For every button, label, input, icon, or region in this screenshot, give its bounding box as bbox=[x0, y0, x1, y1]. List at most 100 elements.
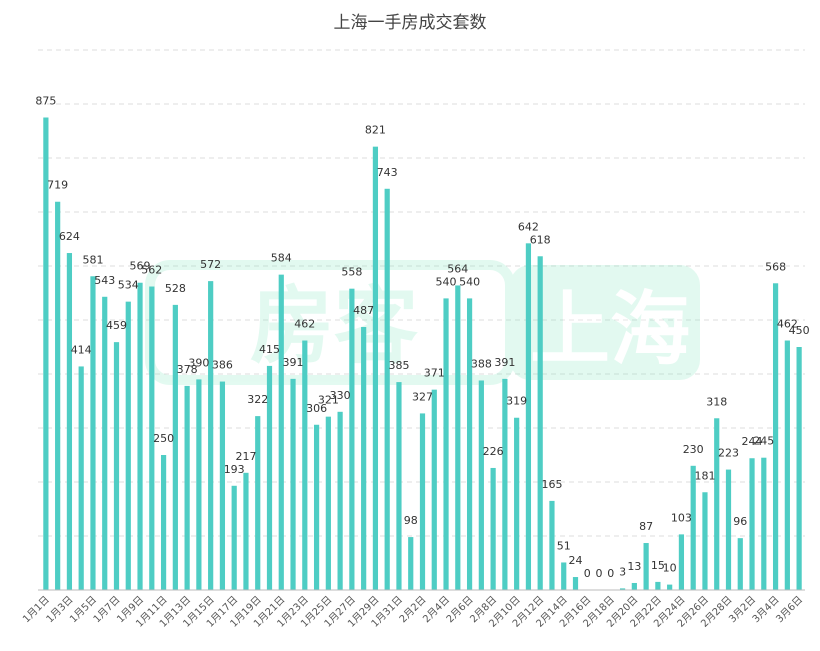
value-labels: 8757196244145815434595345695622505283783… bbox=[35, 95, 809, 581]
data-label: 415 bbox=[259, 343, 280, 356]
bar bbox=[102, 296, 108, 590]
bar bbox=[219, 381, 226, 590]
watermark-right-bg bbox=[510, 265, 700, 380]
data-label: 540 bbox=[459, 275, 480, 288]
bar bbox=[514, 417, 520, 590]
data-label: 581 bbox=[82, 253, 103, 266]
bar bbox=[761, 457, 767, 590]
data-label: 230 bbox=[683, 443, 704, 456]
data-label: 642 bbox=[518, 220, 539, 233]
chart-title: 上海一手房成交套数 bbox=[334, 13, 487, 33]
bar bbox=[619, 588, 626, 590]
data-label: 223 bbox=[718, 447, 739, 460]
bar bbox=[125, 301, 131, 590]
bar bbox=[290, 378, 296, 590]
data-label: 584 bbox=[271, 252, 292, 265]
bar bbox=[313, 424, 320, 590]
data-label: 624 bbox=[59, 230, 80, 243]
bar bbox=[478, 380, 484, 590]
data-label: 543 bbox=[94, 274, 115, 287]
bar bbox=[737, 538, 743, 590]
bar bbox=[43, 117, 49, 590]
bar bbox=[431, 389, 437, 590]
data-label: 306 bbox=[306, 402, 327, 415]
watermark-logo: 房客 上海 bbox=[145, 260, 700, 385]
bar bbox=[55, 201, 61, 591]
data-label: 875 bbox=[35, 95, 56, 108]
bar bbox=[196, 379, 202, 590]
data-label: 562 bbox=[141, 264, 162, 277]
bar bbox=[631, 582, 637, 590]
data-label: 572 bbox=[200, 258, 221, 271]
data-label: 569 bbox=[130, 260, 151, 273]
bar bbox=[561, 562, 567, 590]
bar bbox=[325, 416, 331, 590]
watermark-right-text: 上海 bbox=[530, 283, 690, 376]
bar bbox=[655, 581, 661, 590]
data-label: 10 bbox=[663, 562, 677, 575]
bar bbox=[678, 534, 685, 590]
data-label: 87 bbox=[639, 520, 653, 533]
bar bbox=[278, 274, 284, 590]
data-label: 330 bbox=[330, 389, 351, 402]
data-label: 319 bbox=[506, 395, 527, 408]
data-label: 386 bbox=[212, 359, 233, 372]
bar bbox=[184, 385, 190, 590]
bar bbox=[396, 382, 402, 590]
data-label: 98 bbox=[404, 514, 418, 527]
data-label: 487 bbox=[353, 304, 374, 317]
bar bbox=[549, 500, 555, 590]
bar bbox=[643, 543, 649, 590]
bar bbox=[255, 416, 261, 590]
bar bbox=[372, 146, 379, 590]
data-label: 459 bbox=[106, 319, 127, 332]
data-label: 244 bbox=[742, 435, 763, 448]
data-label: 3 bbox=[619, 565, 626, 578]
data-label: 217 bbox=[235, 450, 256, 463]
data-label: 327 bbox=[412, 390, 433, 403]
bar bbox=[137, 282, 143, 590]
data-label: 322 bbox=[247, 393, 268, 406]
bar bbox=[466, 298, 473, 590]
gridlines bbox=[38, 49, 805, 537]
bar bbox=[266, 365, 273, 590]
bar bbox=[208, 281, 214, 590]
data-label: 450 bbox=[789, 324, 810, 337]
data-label: 414 bbox=[71, 343, 92, 356]
data-label: 719 bbox=[47, 179, 68, 192]
bar bbox=[349, 288, 355, 590]
data-label: 51 bbox=[557, 539, 571, 552]
data-label: 462 bbox=[294, 318, 315, 331]
data-label: 743 bbox=[377, 166, 398, 179]
data-label: 528 bbox=[165, 282, 186, 295]
data-label: 226 bbox=[483, 445, 504, 458]
bar bbox=[231, 485, 237, 590]
data-label: 0 bbox=[607, 567, 614, 580]
data-label: 24 bbox=[569, 554, 583, 567]
bar bbox=[384, 188, 390, 590]
data-label: 391 bbox=[283, 356, 304, 369]
bar bbox=[784, 340, 790, 590]
bar bbox=[78, 366, 84, 590]
bar bbox=[525, 243, 532, 590]
data-label: 0 bbox=[596, 567, 603, 580]
data-label: 540 bbox=[436, 275, 457, 288]
data-label: 378 bbox=[177, 363, 198, 376]
bar bbox=[361, 327, 367, 590]
x-axis-ticks: 1月1日1月3日1月5日1月7日1月9日1月11日1月13日1月15日1月17日… bbox=[20, 594, 805, 630]
data-label: 568 bbox=[765, 260, 786, 273]
bar bbox=[172, 304, 178, 590]
data-label: 558 bbox=[341, 266, 362, 279]
data-label: 193 bbox=[224, 463, 245, 476]
bar bbox=[243, 472, 249, 590]
bar bbox=[490, 467, 496, 590]
bar bbox=[337, 411, 343, 590]
bar bbox=[443, 298, 449, 590]
bar bbox=[408, 537, 414, 590]
bar bbox=[667, 584, 673, 590]
data-label: 250 bbox=[153, 432, 174, 445]
data-label: 371 bbox=[424, 367, 445, 380]
bar bbox=[455, 285, 461, 590]
